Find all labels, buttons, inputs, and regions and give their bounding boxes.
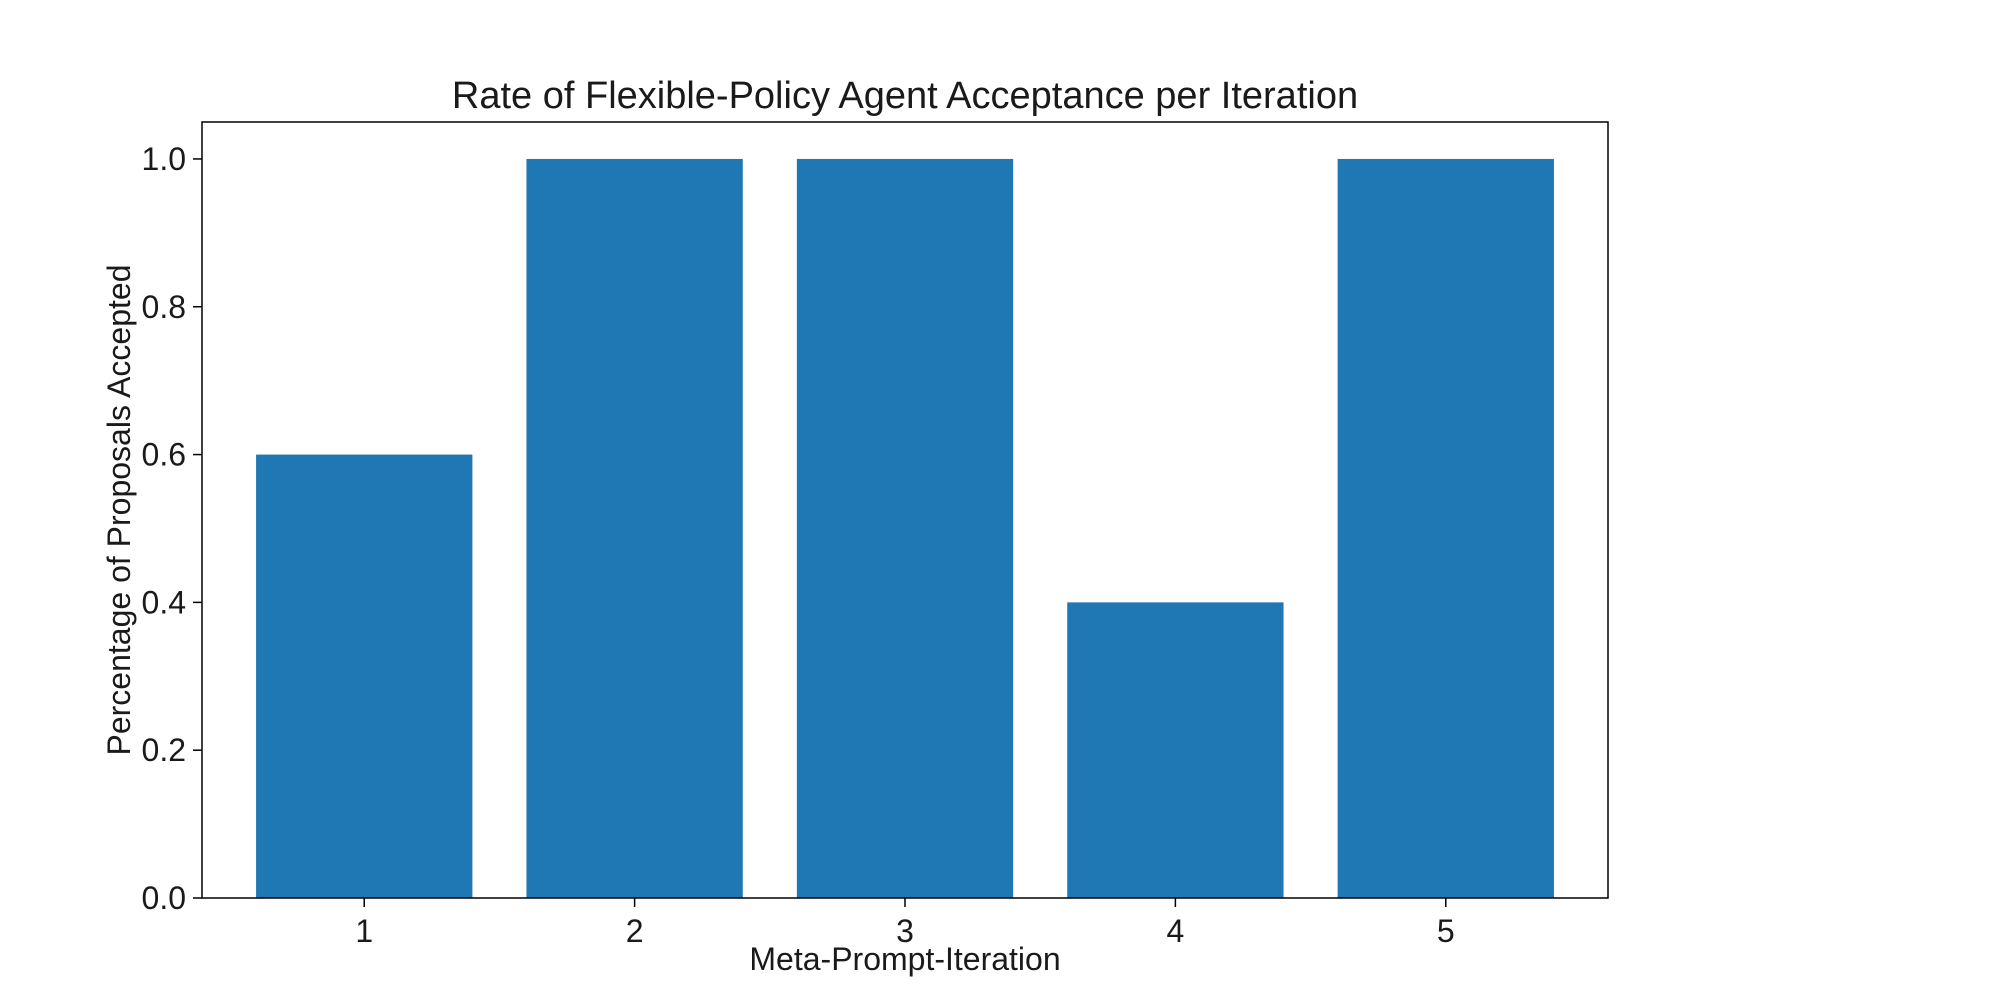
bars-group [256, 158, 1554, 898]
y-tick-label: 1.0 [142, 141, 186, 177]
y-tick-label: 0.8 [142, 289, 186, 325]
y-tick-label: 0.2 [142, 732, 186, 768]
x-axis-label: Meta-Prompt-Iteration [749, 941, 1060, 977]
y-axis-label: Percentage of Proposals Accepted [101, 265, 137, 756]
x-tick-label: 4 [1166, 913, 1184, 949]
plot-frame [201, 121, 1609, 899]
bar-5 [1337, 158, 1554, 898]
y-tick-label: 0.0 [142, 880, 186, 916]
y-tick-label: 0.6 [142, 437, 186, 473]
bar-1 [256, 454, 473, 898]
x-tick-label: 5 [1437, 913, 1455, 949]
bar-3 [796, 158, 1014, 898]
x-ticks-group: 1 2 3 4 5 [355, 898, 1455, 949]
x-tick-label: 2 [626, 913, 644, 949]
x-tick-label: 1 [355, 913, 373, 949]
y-ticks-group: 0.0 0.2 0.4 0.6 0.8 1.0 [142, 141, 202, 916]
y-tick-label: 0.4 [142, 584, 186, 620]
bar-4 [1067, 602, 1284, 898]
bar-2 [526, 158, 743, 898]
chart-title: Rate of Flexible-Policy Agent Acceptance… [452, 75, 1358, 117]
x-tick-label: 3 [896, 913, 914, 949]
